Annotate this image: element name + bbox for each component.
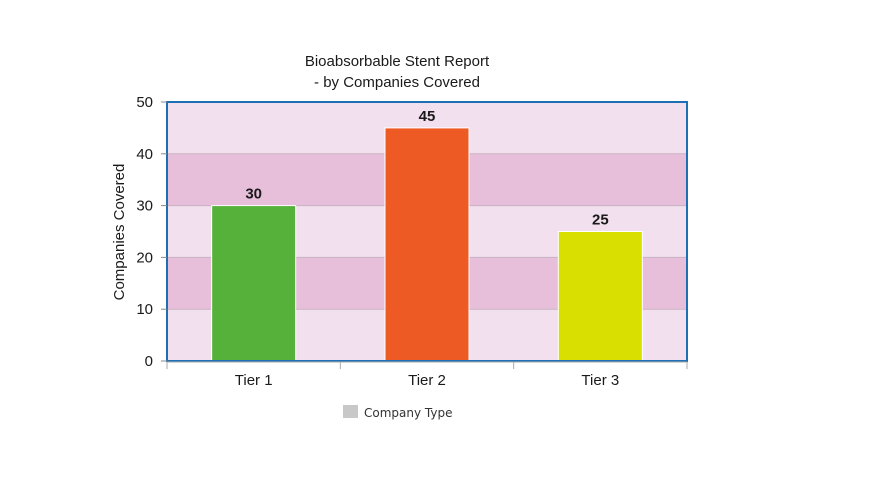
y-tick-label: 50 <box>136 94 153 111</box>
x-tick-label: Tier 1 <box>235 372 273 389</box>
chart-title-line-1: Bioabsorbable Stent Report <box>305 53 490 70</box>
plot-frame <box>166 101 688 362</box>
x-axis: Tier 1 Tier 2 Tier 3 <box>166 361 688 389</box>
chart-title-line-2: - by Companies Covered <box>314 74 480 91</box>
x-tick-label: Tier 3 <box>581 372 619 389</box>
data-labels: 30 45 25 <box>245 108 608 229</box>
bars <box>211 127 643 362</box>
bar-tier-2 <box>384 127 470 362</box>
bar-tier-3 <box>557 231 643 362</box>
data-label: 30 <box>245 186 262 203</box>
y-tick-label: 40 <box>136 146 153 163</box>
y-tick-label: 20 <box>136 249 153 266</box>
bar-tier-1 <box>211 205 297 362</box>
y-axis: 0 10 20 30 40 50 <box>136 94 167 370</box>
y-tick-label: 0 <box>145 353 153 370</box>
legend-swatch <box>343 405 358 418</box>
legend-label: Company Type <box>364 406 452 420</box>
data-label: 45 <box>419 108 436 125</box>
y-axis-label: Companies Covered <box>111 164 128 301</box>
y-tick-label: 30 <box>136 198 153 215</box>
data-label: 25 <box>592 212 609 229</box>
x-tick-label: Tier 2 <box>408 372 446 389</box>
legend: Company Type <box>343 405 452 420</box>
y-tick-label: 10 <box>136 301 153 318</box>
